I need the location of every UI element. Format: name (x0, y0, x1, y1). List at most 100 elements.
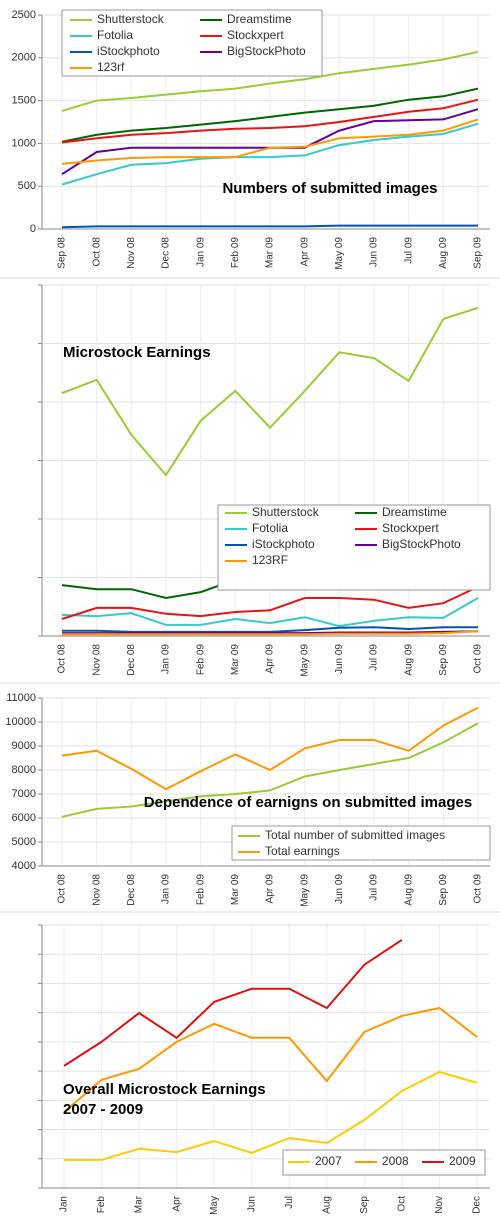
chart-subtitle: 2007 - 2009 (63, 1101, 143, 1118)
x-tick-label: Dec 08 (126, 874, 137, 906)
x-tick-label: Sep 09 (438, 644, 449, 676)
legend-label: BigStockPhoto (227, 44, 306, 58)
y-tick-label: 11000 (6, 692, 36, 704)
x-tick-label: Oct (397, 1196, 408, 1212)
legend-label: 123RF (252, 553, 288, 567)
x-tick-label: Apr 09 (265, 644, 276, 674)
x-tick-label: Feb 09 (195, 874, 206, 906)
x-tick-label: Jan 09 (161, 874, 172, 904)
x-tick-label: Jun (246, 1196, 257, 1212)
series-line (61, 87, 479, 143)
x-tick-label: Nov 08 (126, 237, 137, 269)
x-tick-label: May 09 (334, 237, 345, 270)
y-tick-label: 5000 (12, 836, 36, 848)
legend-label: Total number of submitted images (265, 828, 445, 842)
x-tick-label: May 09 (299, 644, 310, 677)
legend-label: 2008 (382, 1154, 409, 1168)
chart-title: Microstock Earnings (63, 344, 211, 361)
x-tick-label: Jul 09 (369, 644, 380, 671)
series-line (61, 50, 479, 112)
x-tick-label: Jun 09 (334, 874, 345, 904)
x-tick-label: Mar 09 (230, 644, 241, 676)
series-line (61, 597, 479, 628)
legend-label: Dreamstime (227, 12, 292, 26)
legend-box (231, 825, 491, 861)
legend-label: iStockphoto (97, 44, 160, 58)
series-line (63, 939, 403, 1067)
x-tick-label: Oct 09 (473, 874, 484, 904)
series-line (62, 626, 478, 633)
x-tick-label: Mar 09 (230, 874, 241, 906)
series-line (61, 585, 479, 620)
series-line (62, 630, 479, 636)
x-tick-label: Dec 08 (161, 237, 172, 269)
y-tick-label: 8000 (12, 764, 36, 776)
y-tick-label: 2000 (12, 52, 36, 64)
legend-label: Stockxpert (227, 28, 284, 42)
chart-title: Overall Microstock Earnings (63, 1081, 266, 1098)
series-line (61, 224, 478, 229)
x-tick-label: Oct 08 (91, 237, 102, 267)
legend-label: Total earnings (265, 844, 340, 858)
x-tick-label: Oct 09 (473, 644, 484, 674)
x-tick-label: Feb 09 (195, 644, 206, 676)
legend-box (61, 9, 323, 77)
legend-label: iStockphoto (252, 537, 315, 551)
y-tick-label: 0 (30, 223, 36, 235)
series-line (64, 1070, 478, 1161)
x-tick-label: Jan 09 (161, 644, 172, 674)
x-tick-label: Jul 09 (403, 237, 414, 264)
legend-label: 123rf (97, 60, 125, 74)
legend-label: Shutterstock (97, 12, 165, 26)
x-tick-label: Mar 09 (265, 237, 276, 269)
x-tick-label: Oct 08 (57, 874, 68, 904)
x-tick-label: Jul (284, 1196, 295, 1209)
x-tick-label: Jul 09 (369, 874, 380, 901)
x-tick-label: Aug 09 (403, 874, 414, 906)
y-tick-label: 7000 (12, 788, 36, 800)
x-tick-label: Aug 09 (403, 644, 414, 676)
chart-title: Dependence of earnigns on submitted imag… (144, 794, 472, 811)
legend-label: 2009 (449, 1154, 476, 1168)
series-line (61, 306, 479, 477)
x-tick-label: Feb 09 (230, 237, 241, 269)
x-tick-label: Nov 08 (91, 874, 102, 906)
legend-label: Fotolia (97, 28, 133, 42)
legend-label: Stockxpert (382, 521, 439, 535)
x-tick-label: Feb (96, 1196, 107, 1214)
x-tick-label: Apr 09 (265, 874, 276, 904)
series-line (62, 630, 479, 635)
x-tick-label: Nov 08 (91, 644, 102, 676)
x-tick-label: Dec 08 (126, 644, 137, 676)
x-tick-label: Aug 09 (438, 237, 449, 269)
x-tick-label: Apr 09 (299, 237, 310, 267)
legend-label: 2007 (315, 1154, 342, 1168)
x-tick-label: Apr (171, 1195, 182, 1211)
y-tick-label: 9000 (12, 740, 36, 752)
x-tick-label: Oct 08 (57, 644, 68, 674)
chart-title: Numbers of submitted images (222, 180, 437, 197)
series-line (63, 1006, 478, 1113)
y-tick-label: 1000 (12, 137, 36, 149)
y-tick-label: 6000 (12, 812, 36, 824)
y-tick-label: 4000 (12, 860, 36, 872)
x-tick-label: Nov (434, 1196, 445, 1214)
x-tick-label: Mar (134, 1195, 145, 1213)
x-tick-label: Jun 09 (334, 644, 345, 674)
y-tick-label: 500 (18, 180, 36, 192)
legend-box (282, 1149, 486, 1176)
series-line (61, 122, 479, 186)
legend-label: Fotolia (252, 521, 288, 535)
x-tick-label: Jun 09 (369, 237, 380, 267)
series-line (61, 98, 479, 144)
legend-box (217, 504, 491, 591)
x-tick-label: Sep 09 (438, 874, 449, 906)
legend-label: BigStockPhoto (382, 537, 461, 551)
y-tick-label: 1500 (12, 95, 36, 107)
legend-label: Dreamstime (382, 505, 447, 519)
x-tick-label: Sep 09 (473, 237, 484, 269)
x-tick-label: May 09 (299, 874, 310, 907)
x-tick-label: Jan (59, 1196, 70, 1212)
series-line (61, 722, 479, 818)
